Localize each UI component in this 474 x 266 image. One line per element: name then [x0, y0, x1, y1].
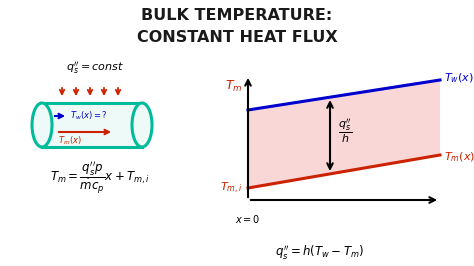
Text: $q_s'' = const$: $q_s'' = const$ [66, 60, 124, 76]
Text: $q_s'' = h(T_w - T_m)$: $q_s'' = h(T_w - T_m)$ [275, 243, 365, 261]
Ellipse shape [132, 103, 152, 147]
Text: $T_w(x) = ?$: $T_w(x) = ?$ [70, 110, 108, 122]
Text: $T_m(x)$: $T_m(x)$ [444, 150, 474, 164]
Text: $\dfrac{q_s''}{h}$: $\dfrac{q_s''}{h}$ [338, 118, 352, 145]
Text: CONSTANT HEAT FLUX: CONSTANT HEAT FLUX [137, 30, 337, 45]
Text: $T_{m,i}$: $T_{m,i}$ [219, 180, 242, 196]
Text: $T_m(x)$: $T_m(x)$ [58, 135, 82, 147]
Text: $T_m = \dfrac{q_s'' p}{\dot{m} c_p} x + T_{m,i}$: $T_m = \dfrac{q_s'' p}{\dot{m} c_p} x + … [50, 160, 150, 196]
FancyBboxPatch shape [42, 103, 142, 147]
Ellipse shape [32, 103, 52, 147]
Polygon shape [248, 80, 440, 188]
Text: $x = 0$: $x = 0$ [235, 213, 261, 225]
Text: $T_w(x)$: $T_w(x)$ [444, 71, 474, 85]
Text: $T_m$: $T_m$ [226, 79, 243, 94]
Text: BULK TEMPERATURE:: BULK TEMPERATURE: [141, 8, 333, 23]
